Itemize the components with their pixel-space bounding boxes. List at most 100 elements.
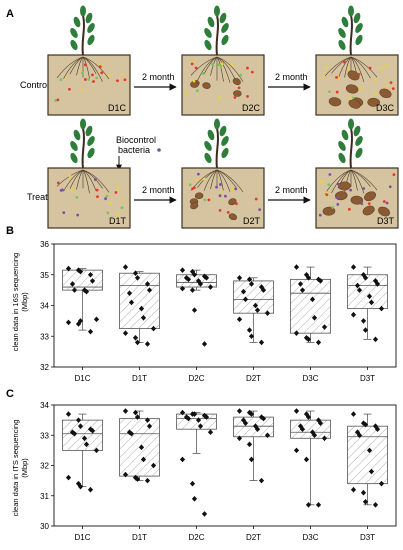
microbe-dot xyxy=(98,65,102,69)
data-point xyxy=(246,276,253,283)
data-point xyxy=(321,435,328,442)
biocontrol-label-line1: Biocontrol xyxy=(116,135,156,145)
microbe-dot xyxy=(392,173,396,176)
x-tick-label-d2t: D2T xyxy=(246,374,261,383)
microbe-dot xyxy=(237,86,241,90)
data-point xyxy=(356,287,363,293)
microbe-dot xyxy=(100,71,104,75)
microbe-dot xyxy=(220,62,224,66)
microbe-dot xyxy=(68,174,72,178)
data-point xyxy=(65,474,72,481)
microbe-dot xyxy=(385,84,389,88)
panel-b-ylabel-line1: clean data in 16S sequencing xyxy=(11,253,20,351)
root xyxy=(82,169,110,193)
leaf xyxy=(73,16,81,28)
microbe-dot xyxy=(116,79,119,83)
microbe-dot xyxy=(391,87,395,91)
microbe-dot xyxy=(83,63,87,67)
data-point xyxy=(248,333,255,340)
root xyxy=(69,169,84,189)
microbe-dot xyxy=(218,96,222,100)
leaf xyxy=(70,28,78,38)
data-point xyxy=(179,409,186,416)
data-point xyxy=(195,417,202,423)
leaf xyxy=(214,118,220,130)
box-label-d1t: D1T xyxy=(109,216,127,226)
data-point xyxy=(293,408,300,414)
data-point xyxy=(71,430,78,437)
y-tick-label: 31 xyxy=(40,492,49,501)
leaf xyxy=(221,136,229,146)
data-point xyxy=(134,275,141,281)
data-point xyxy=(317,420,324,426)
x-tick-label-d2c: D2C xyxy=(188,533,204,542)
box xyxy=(347,274,388,309)
microbe-dot xyxy=(81,88,84,91)
data-point xyxy=(311,315,318,321)
plant-stem xyxy=(81,14,85,56)
microbe-dot xyxy=(121,198,125,201)
data-point xyxy=(201,341,208,347)
data-point xyxy=(356,432,363,439)
data-point xyxy=(360,318,367,324)
microbe-dot xyxy=(218,208,222,212)
tuber xyxy=(233,90,242,97)
panel-b-label: B xyxy=(6,225,14,237)
microbe-dot xyxy=(319,180,323,184)
data-point xyxy=(350,486,357,493)
data-point xyxy=(374,426,381,432)
microbe-dot xyxy=(67,87,71,91)
data-point xyxy=(179,285,186,292)
microbe-dot xyxy=(254,197,258,201)
microbe-dot xyxy=(62,211,66,215)
panel-c-ylabel-line1: clean data in ITS sequencing xyxy=(11,420,20,517)
data-point xyxy=(77,423,84,429)
data-point xyxy=(132,270,139,277)
box-group-d2t xyxy=(233,275,274,346)
microbe-dot xyxy=(116,187,120,190)
microbe-dot xyxy=(343,60,346,64)
data-point xyxy=(372,502,379,508)
data-point xyxy=(144,281,151,287)
data-point xyxy=(83,441,90,448)
microbe-dot xyxy=(211,62,214,66)
box-group-d2c xyxy=(176,267,217,347)
root xyxy=(82,169,90,194)
plant-stem xyxy=(349,127,353,169)
microbe-dot xyxy=(56,98,60,102)
data-point xyxy=(258,477,265,484)
tuber xyxy=(364,191,376,202)
microbe-dot xyxy=(230,63,234,67)
data-point xyxy=(305,275,312,281)
data-point xyxy=(87,328,94,335)
data-point xyxy=(378,305,385,312)
root xyxy=(203,169,218,191)
microbe-dot xyxy=(202,177,206,181)
microbe-dot xyxy=(109,202,112,206)
microbe-dot xyxy=(106,211,110,215)
root xyxy=(216,56,244,82)
leaf xyxy=(341,129,349,141)
panel-a-label: A xyxy=(6,8,14,20)
data-point xyxy=(368,468,375,475)
data-point xyxy=(350,311,357,318)
microbe-dot xyxy=(123,78,127,82)
x-tick-label-d3t: D3T xyxy=(360,374,375,383)
data-point xyxy=(122,330,129,336)
microbe-dot xyxy=(235,202,238,206)
data-point xyxy=(378,480,385,487)
leaf xyxy=(87,23,95,33)
leaf xyxy=(207,16,215,28)
box-label-d3c: D3C xyxy=(376,103,395,113)
data-point xyxy=(293,330,300,336)
data-point xyxy=(260,415,267,422)
data-point xyxy=(305,502,312,508)
microbe-dot xyxy=(219,64,223,68)
box xyxy=(290,278,331,334)
data-point xyxy=(134,339,141,346)
data-point xyxy=(254,426,261,432)
microbe-dot xyxy=(95,188,99,192)
microbe-dot xyxy=(185,91,189,95)
microbe-dot xyxy=(239,73,243,77)
